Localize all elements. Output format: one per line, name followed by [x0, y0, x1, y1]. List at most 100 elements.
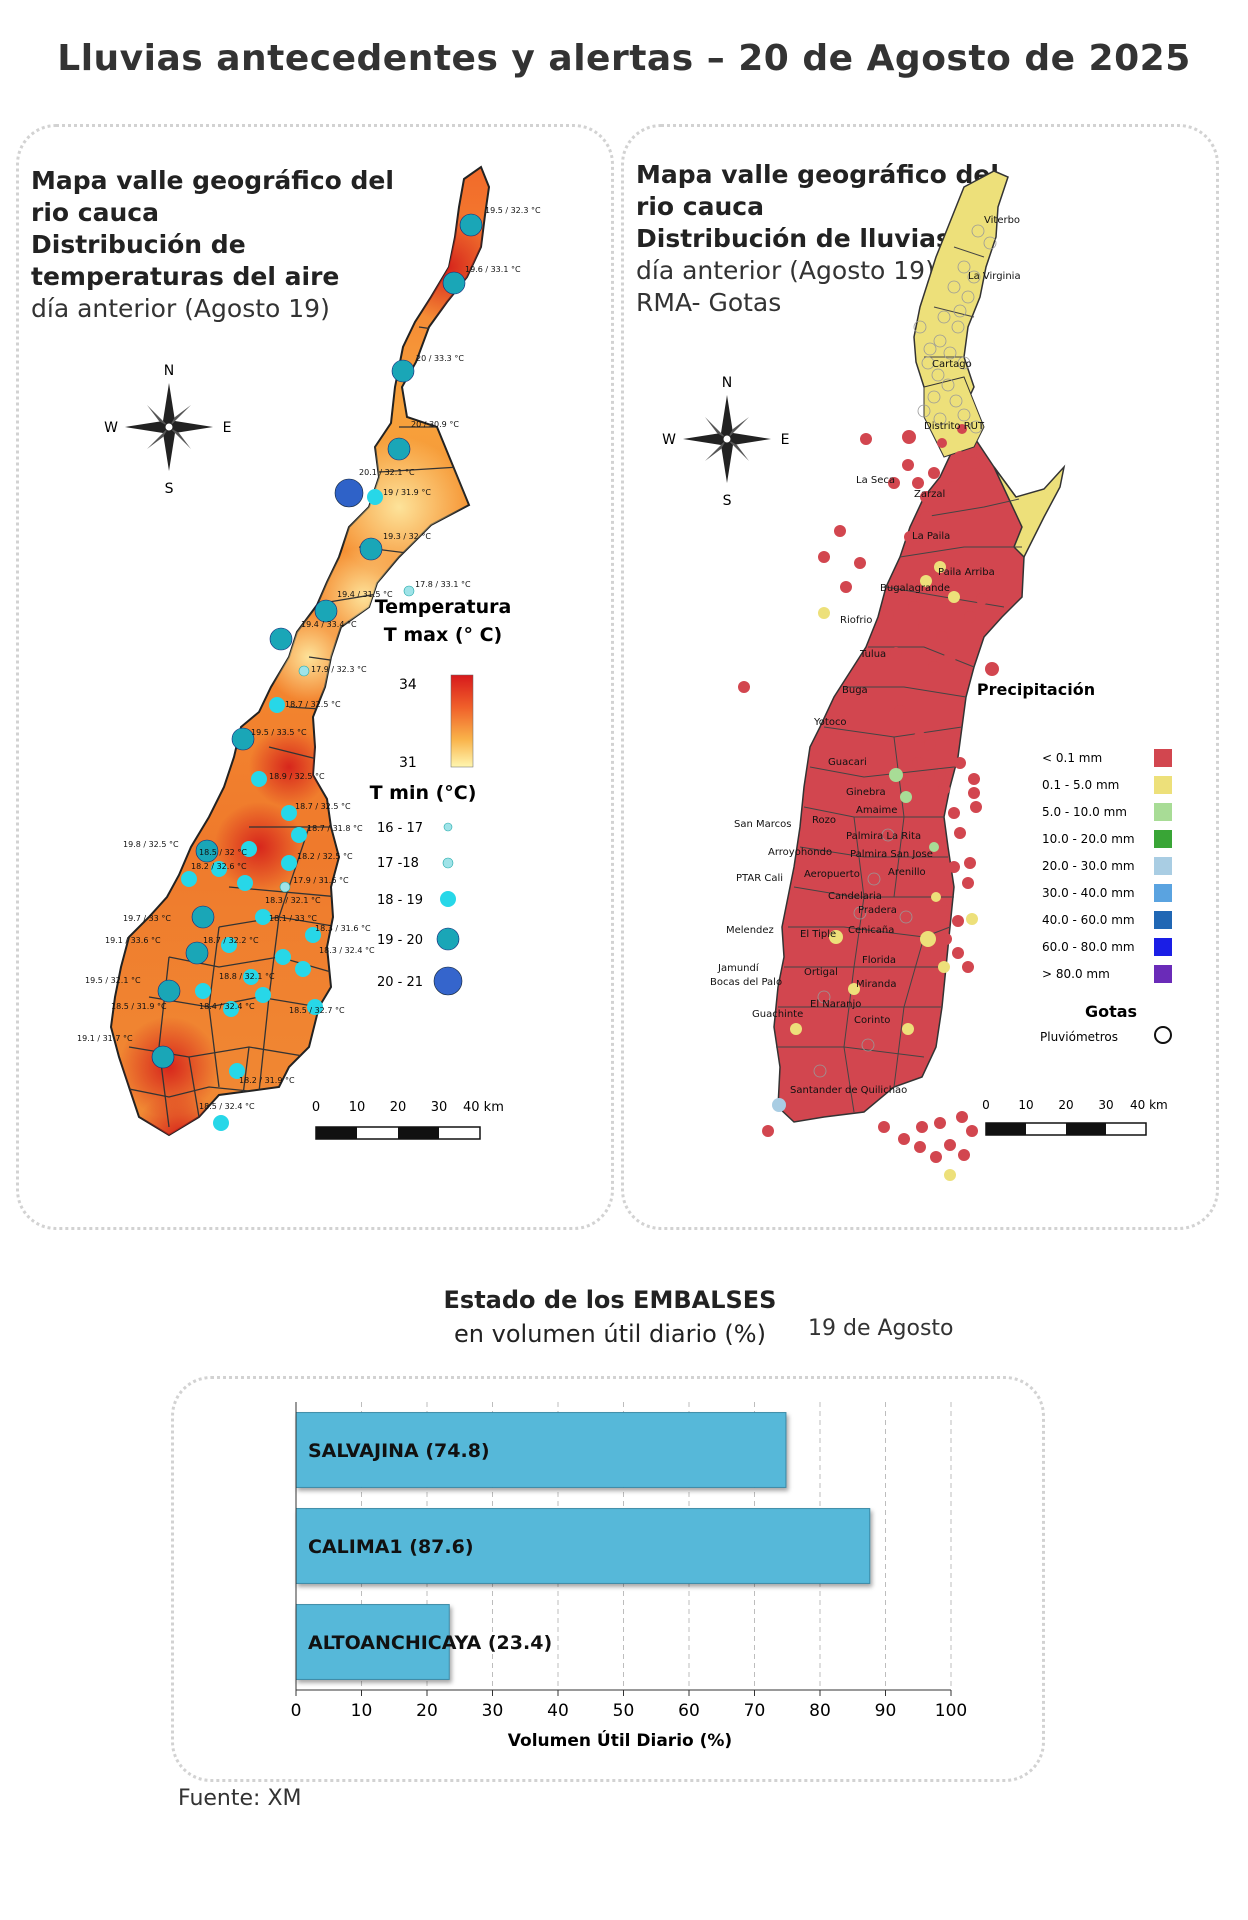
place-label: San Marcos	[734, 819, 791, 830]
station-marker	[291, 827, 307, 843]
place-label: Melendez	[726, 925, 774, 936]
rainfall-map-panel: Mapa valle geográfico del rio cauca Dist…	[621, 124, 1219, 1230]
precip-class-label: < 0.1 mm	[1042, 751, 1102, 765]
precip-class-swatch	[1154, 911, 1172, 929]
scale-label: 0	[982, 1098, 990, 1112]
place-label: La Virginia	[968, 271, 1021, 282]
rain-title-line2: rio cauca	[636, 192, 764, 221]
precip-class-label: 20.0 - 30.0 mm	[1042, 859, 1135, 873]
station-label: 19.5 / 32.3 °C	[485, 206, 541, 215]
station-label: 18.5 / 32 °C	[199, 848, 247, 857]
place-label: Florida	[862, 955, 896, 966]
tmax-high: 34	[399, 677, 417, 693]
scale-label: 0	[312, 1100, 320, 1115]
temp-title-line3: Distribución de	[31, 230, 246, 259]
tmin-class-symbol	[442, 857, 454, 869]
rainfall-map-svg: N S E W	[662, 170, 1172, 1181]
scale-label: 20	[390, 1100, 407, 1115]
tmin-class-label: 16 - 17	[377, 821, 423, 836]
place-label: Ortigal	[804, 967, 838, 978]
station-label: 18.1 / 33 °C	[269, 914, 317, 923]
precip-class-swatch	[1154, 749, 1172, 767]
place-label: Jamundí	[717, 962, 760, 974]
station-label: 19 / 31.9 °C	[383, 488, 431, 497]
station-marker	[387, 437, 411, 461]
station-marker	[295, 961, 311, 977]
temp-title-line1: Mapa valle geográfico del	[31, 166, 394, 195]
scale-label: 40 km	[463, 1100, 504, 1115]
temperature-map-panel: Mapa valle geográfico del rio cauca Dist…	[16, 124, 614, 1230]
tmin-class-symbol	[440, 891, 456, 907]
scale-bar: 0 10 20 30 40 km	[982, 1098, 1168, 1136]
place-label: Arroyohondo	[768, 847, 832, 858]
precip-class-swatch	[1154, 884, 1172, 902]
tmin-class-label: 19 - 20	[377, 933, 423, 948]
precip-class-label: 60.0 - 80.0 mm	[1042, 940, 1135, 954]
station-marker	[281, 855, 297, 871]
station-marker	[307, 999, 323, 1015]
embalses-title-line1: Estado de los EMBALSES	[443, 1286, 777, 1314]
place-label: La Seca	[856, 475, 895, 486]
station-label: 19.8 / 32.5 °C	[123, 840, 179, 849]
station-marker	[442, 271, 466, 295]
precip-class-swatch	[1154, 857, 1172, 875]
compass-rose-icon: N S E W	[104, 363, 231, 497]
embalses-title: Estado de los EMBALSES en volumen útil d…	[360, 1283, 860, 1351]
place-label: PTAR Cali	[736, 873, 783, 884]
station-label: 19.1 / 31.7 °C	[77, 1034, 133, 1043]
precip-class-swatch	[1154, 776, 1172, 794]
station-marker	[269, 627, 293, 651]
embalses-date: 19 de Agosto	[808, 1316, 954, 1341]
station-marker	[243, 969, 259, 985]
place-label: La Paila	[912, 531, 950, 542]
station-label: 20 / 33.3 °C	[416, 354, 464, 363]
tmin-class-symbol	[436, 927, 460, 951]
place-label: Santander de Quilichao	[790, 1085, 907, 1096]
station-label: 18.8 / 32.1 °C	[219, 972, 275, 981]
place-label: Arenillo	[888, 867, 926, 878]
precip-class-swatch	[1154, 830, 1172, 848]
station-label: 20 / 30.9 °C	[411, 420, 459, 429]
precip-class-swatch	[1154, 803, 1172, 821]
station-marker	[391, 359, 415, 383]
station-label: 19.7 / 33 °C	[123, 914, 171, 923]
scale-label: 10	[1018, 1098, 1033, 1112]
tmin-class-symbol	[433, 966, 463, 996]
tmin-legend: T min (°C) 16 - 17 17 -18 18 - 19 19 - 2…	[370, 782, 476, 996]
place-label: Candelaria	[828, 891, 882, 902]
pluviometer-markers	[813, 224, 997, 1078]
station-marker	[221, 937, 237, 953]
station-label: 18.3 / 32.1 °C	[265, 896, 321, 905]
place-label: Riofrio	[840, 615, 872, 626]
main-title: Lluvias antecedentes y alertas – 20 de A…	[57, 38, 1191, 79]
station-labels: 19.5 / 32.3 °C 19.6 / 33.1 °C 20 / 33.3 …	[77, 206, 541, 1111]
station-marker	[367, 489, 383, 505]
place-label: Bugalagrande	[880, 583, 950, 594]
scale-label: 30	[431, 1100, 448, 1115]
precip-class-swatch	[1154, 938, 1172, 956]
tmin-class-label: 17 -18	[377, 856, 419, 871]
temp-title-line5: día anterior (Agosto 19)	[31, 294, 330, 323]
station-marker	[195, 983, 211, 999]
station-label: 20.1 / 32.1 °C	[359, 468, 415, 477]
tmin-class-label: 20 - 21	[377, 975, 423, 990]
tmax-legend-title1: Temperatura	[375, 596, 512, 618]
station-label: 18.7 / 31.8 °C	[307, 824, 363, 833]
compass-e: E	[223, 420, 232, 436]
station-marker	[157, 979, 181, 1003]
station-marker	[223, 1001, 239, 1017]
place-label: El Naranjo	[810, 999, 861, 1010]
station-marker	[231, 727, 255, 751]
station-marker	[237, 875, 253, 891]
compass-s: S	[165, 481, 174, 497]
place-label: Miranda	[856, 979, 896, 990]
station-marker	[211, 861, 227, 877]
station-label: 18.5 / 32.7 °C	[289, 1006, 345, 1015]
station-label: 18.7 / 32.5 °C	[295, 802, 351, 811]
tmax-low: 31	[399, 755, 417, 771]
rain-title-line1: Mapa valle geográfico del	[636, 160, 999, 189]
temp-title-line4: temperaturas del aire	[31, 262, 340, 291]
compass-n: N	[722, 375, 732, 391]
station-marker	[255, 987, 271, 1003]
pluviometros-label: Pluviómetros	[1040, 1030, 1118, 1044]
